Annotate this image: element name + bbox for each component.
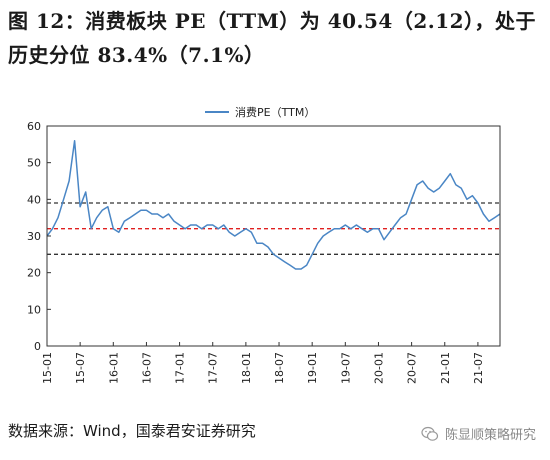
y-tick-label: 10 (27, 303, 41, 316)
legend-label: 消费PE（TTM） (235, 105, 315, 119)
x-tick-label: 21-01 (439, 352, 452, 384)
plot-frame (46, 125, 501, 347)
wechat-icon (421, 426, 439, 441)
series-layer (46, 139, 501, 270)
y-tick-label: 20 (27, 267, 41, 280)
watermark-text: 陈显顺策略研究 (444, 428, 536, 443)
figure-title: 图 12：消费板块 PE（TTM）为 40.54（2.12），处于历史分位 83… (8, 9, 537, 67)
series-line-consumer-pe (46, 139, 501, 270)
chart-container: 0 10 20 30 40 50 60 15-01 15-07 16-01 16-07 17-01 17… (0, 96, 550, 396)
legend: 消费PE（TTM） (205, 105, 315, 119)
axes: 0 10 20 30 40 50 60 15-01 15-07 16-01 16-07 17-01 17… (27, 120, 501, 384)
x-tick-label: 19-01 (306, 352, 319, 384)
x-tick-label: 20-07 (406, 352, 419, 384)
pe-line-chart: 0 10 20 30 40 50 60 15-01 15-07 16-01 16-07 17-01 17… (27, 105, 501, 384)
y-tick-label: 60 (27, 120, 41, 133)
x-tick-label: 15-07 (74, 352, 87, 384)
source-note: 数据来源：Wind，国泰君安证券研究 (8, 422, 256, 440)
y-tick-label: 50 (27, 157, 41, 170)
x-tick-label: 21-07 (472, 352, 485, 384)
reference-lines (47, 202, 500, 255)
x-tick-label: 17-07 (207, 352, 220, 384)
x-tick-label: 19-07 (339, 352, 352, 384)
x-tick-label: 15-01 (41, 352, 54, 384)
x-tick-label: 18-07 (273, 352, 286, 384)
x-tick-label: 18-01 (240, 352, 253, 384)
x-tick-label: 16-01 (107, 352, 120, 384)
watermark: 陈显顺策略研究 (421, 424, 536, 443)
y-tick-label: 0 (34, 340, 41, 353)
x-tick-label: 17-01 (174, 352, 187, 384)
y-tick-label: 30 (27, 230, 41, 243)
x-tick-label: 16-07 (140, 352, 153, 384)
y-tick-label: 40 (27, 193, 41, 206)
x-tick-label: 20-01 (372, 352, 385, 384)
